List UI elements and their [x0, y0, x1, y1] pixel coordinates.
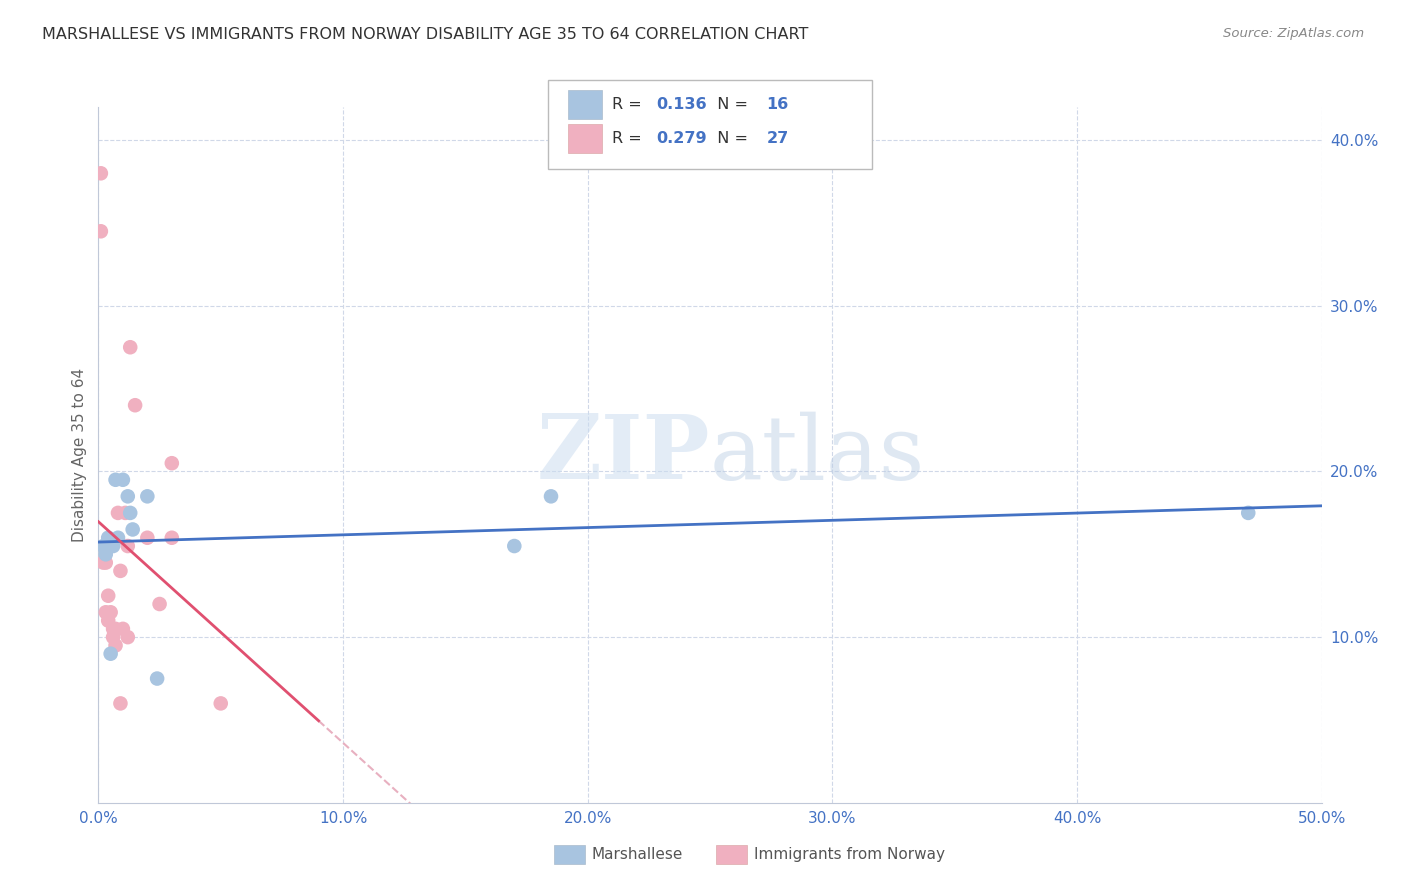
Point [104, 639, 127, 653]
Point [117, 489, 139, 503]
Point [503, 539, 526, 553]
Text: R =: R = [612, 97, 647, 112]
Point [107, 506, 129, 520]
Text: atlas: atlas [710, 411, 925, 499]
Text: Source: ZipAtlas.com: Source: ZipAtlas.com [1223, 27, 1364, 40]
Point [90, 224, 112, 238]
Point [117, 539, 139, 553]
Text: 16: 16 [766, 97, 789, 112]
Text: R =: R = [612, 131, 647, 145]
Text: 27: 27 [766, 131, 789, 145]
Point [149, 597, 172, 611]
Point [121, 523, 143, 537]
Point [111, 473, 134, 487]
Point [136, 531, 159, 545]
Point [94, 605, 117, 619]
Text: 0.136: 0.136 [657, 97, 707, 112]
Point [120, 506, 142, 520]
Point [146, 672, 169, 686]
Point [120, 340, 142, 354]
Point [160, 531, 183, 545]
Text: MARSHALLESE VS IMMIGRANTS FROM NORWAY DISABILITY AGE 35 TO 64 CORRELATION CHART: MARSHALLESE VS IMMIGRANTS FROM NORWAY DI… [42, 27, 808, 42]
Point [124, 398, 146, 412]
Point [209, 697, 232, 711]
Text: N =: N = [707, 131, 754, 145]
Point [94, 556, 117, 570]
Point [90, 166, 112, 180]
Point [540, 489, 562, 503]
Point [100, 647, 122, 661]
Point [101, 630, 124, 644]
Point [104, 473, 127, 487]
Point [1237, 506, 1260, 520]
Text: ZIP: ZIP [537, 411, 710, 499]
Point [97, 589, 120, 603]
Point [101, 539, 124, 553]
Point [107, 531, 129, 545]
Point [97, 614, 120, 628]
Point [117, 630, 139, 644]
Point [100, 539, 122, 553]
Point [111, 622, 134, 636]
Point [104, 622, 127, 636]
Point [97, 531, 120, 545]
Point [136, 489, 159, 503]
Point [110, 697, 132, 711]
Point [114, 506, 136, 520]
Point [160, 456, 183, 470]
Point [91, 556, 114, 570]
Point [94, 547, 117, 561]
Point [91, 539, 114, 553]
Text: Immigrants from Norway: Immigrants from Norway [754, 847, 945, 862]
Point [100, 605, 122, 619]
Text: 0.279: 0.279 [657, 131, 707, 145]
Point [110, 564, 132, 578]
Y-axis label: Disability Age 35 to 64: Disability Age 35 to 64 [72, 368, 87, 542]
Point [101, 622, 124, 636]
Text: Marshallese: Marshallese [592, 847, 683, 862]
Text: N =: N = [707, 97, 754, 112]
